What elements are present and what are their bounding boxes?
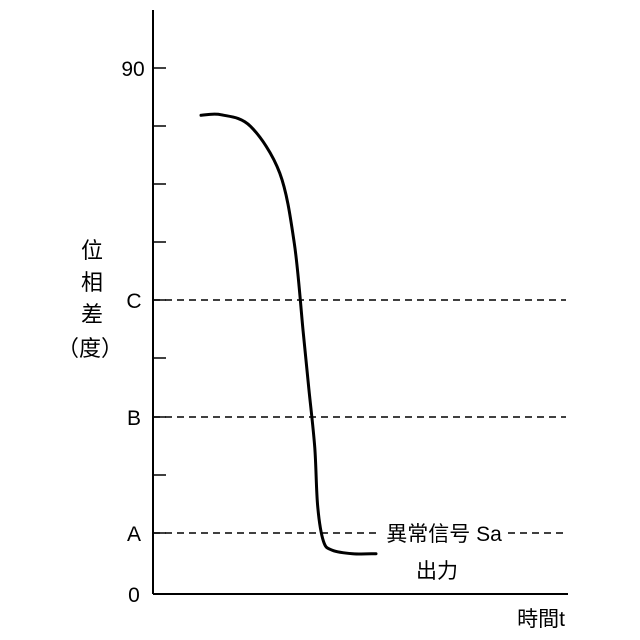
y-tick-label-b: B xyxy=(127,407,141,430)
phase-difference-curve xyxy=(201,114,376,554)
y-axis-unit: （度） xyxy=(57,336,123,361)
x-axis-label: 時間t xyxy=(517,608,565,631)
abnormal-signal-output-label: 出力 xyxy=(416,560,458,583)
y-tick-label-a: A xyxy=(127,523,141,546)
y-axis-title-char-3: 差 xyxy=(81,302,103,327)
y-tick-label-90: 90 xyxy=(121,58,144,81)
y-tick-label-c: C xyxy=(126,290,141,313)
y-tick-label-0: 0 xyxy=(128,584,140,607)
y-axis-title-char-2: 相 xyxy=(81,270,103,295)
abnormal-signal-label: 異常信号 Sa xyxy=(386,523,502,546)
y-axis-title-char-1: 位 xyxy=(81,238,103,263)
